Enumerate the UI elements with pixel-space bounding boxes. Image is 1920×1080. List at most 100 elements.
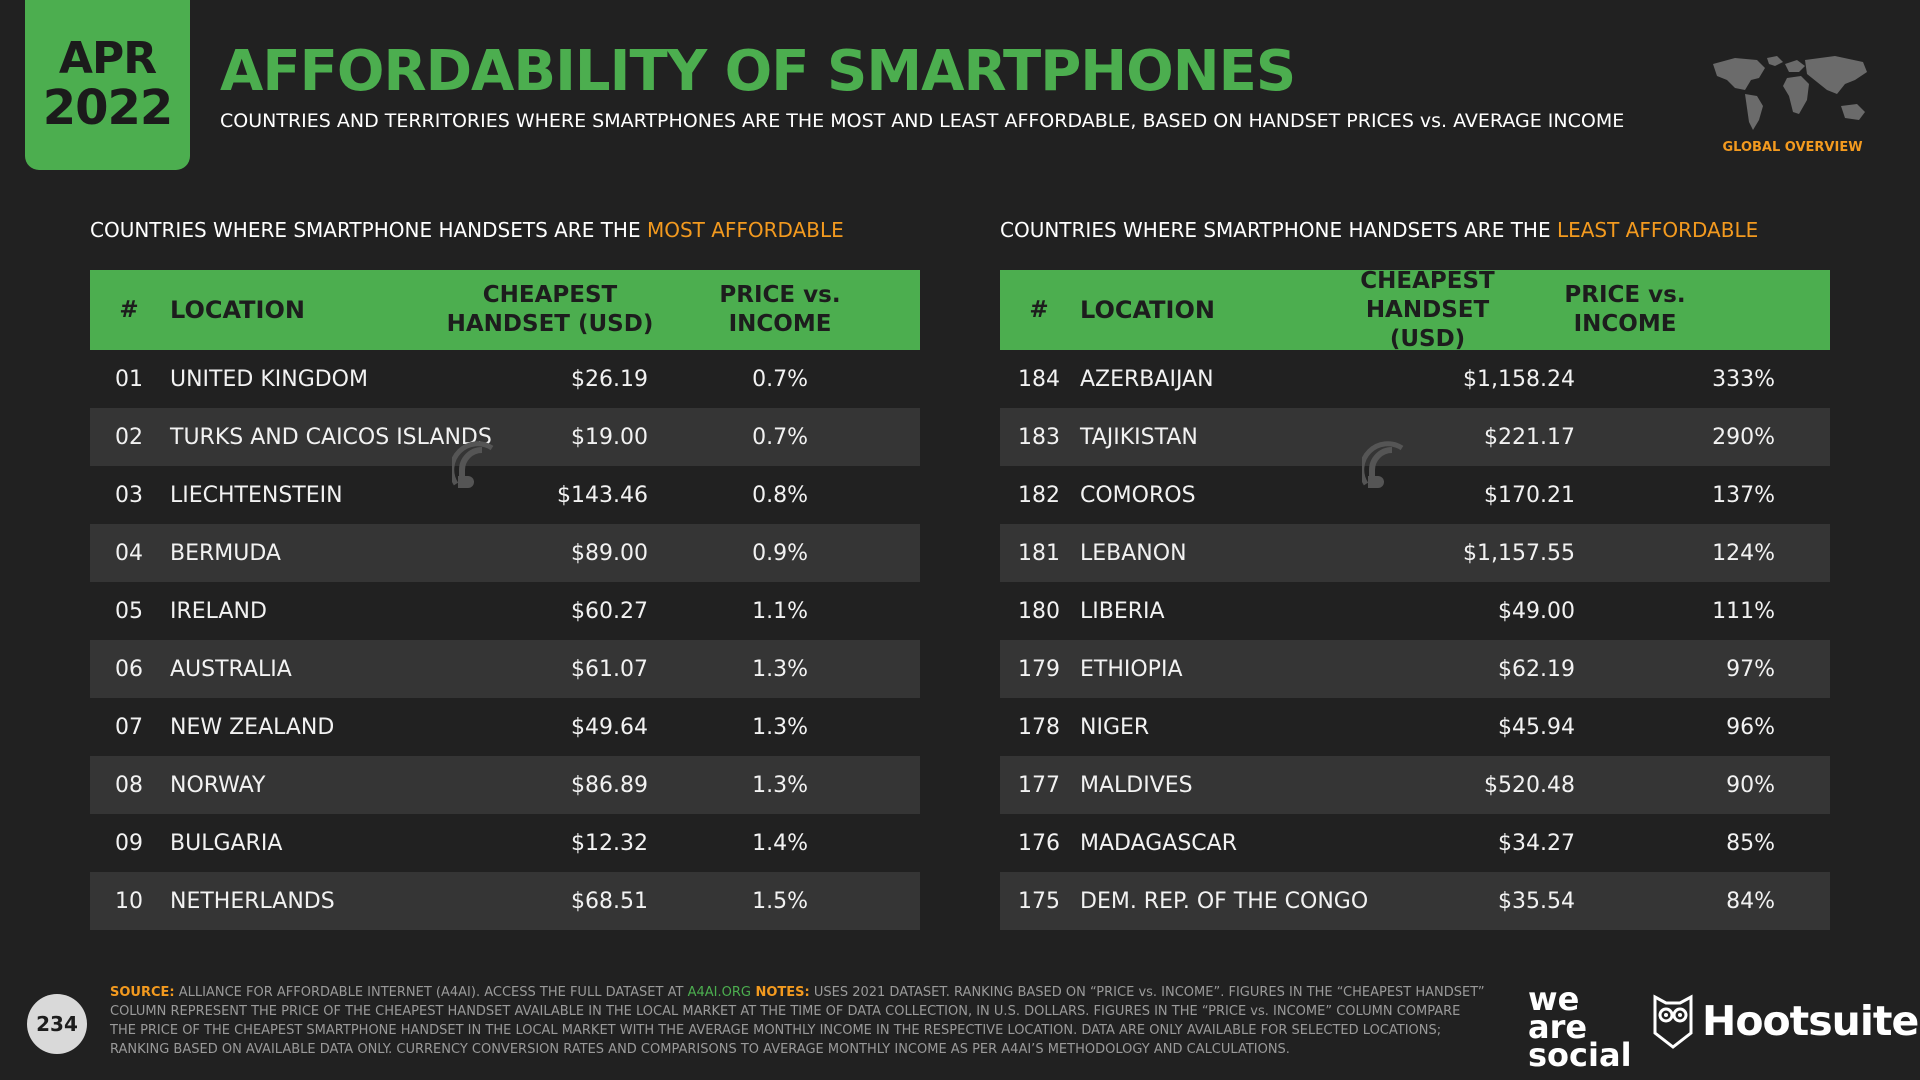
location-cell: AUSTRALIA [170,656,292,682]
column-header-price-line2: HANDSET (USD) [446,311,654,337]
location-cell: BERMUDA [170,540,281,566]
rank-cell: 182 [1018,482,1060,508]
location-cell: UNITED KINGDOM [170,366,368,392]
location-cell: ETHIOPIA [1080,656,1183,682]
global-overview-label: GLOBAL OVERVIEW [1722,140,1863,155]
price-cell: $62.19 [1498,656,1575,682]
rank-cell: 179 [1018,656,1060,682]
table-row: 08 NORWAY $86.89 1.3% [90,756,920,814]
ratio-cell: 85% [1726,830,1775,856]
ratio-cell: 1.3% [752,772,808,798]
rank-cell: 177 [1018,772,1060,798]
price-cell: $1,157.55 [1463,540,1575,566]
column-header-price: CHEAPEST HANDSET (USD) [1330,267,1525,354]
footer-notes: SOURCE: ALLIANCE FOR AFFORDABLE INTERNET… [110,983,1490,1059]
right-section-title-prefix: COUNTRIES WHERE SMARTPHONE HANDSETS ARE … [1000,218,1557,242]
table-row: 10 NETHERLANDS $68.51 1.5% [90,872,920,930]
rank-cell: 180 [1018,598,1060,624]
column-header-ratio-line2: INCOME [728,311,832,337]
rank-cell: 181 [1018,540,1060,566]
rank-cell: 06 [115,656,143,682]
table-row: 09 BULGARIA $12.32 1.4% [90,814,920,872]
ratio-cell: 1.4% [752,830,808,856]
ratio-cell: 0.7% [752,366,808,392]
we-are-social-logo: we are social [1528,980,1632,1074]
table-row: 177 MALDIVES $520.48 90% [1000,756,1830,814]
we-are-social-logo-line1: we [1528,980,1580,1018]
column-header-price-line1: CHEAPEST [482,282,618,308]
right-section-title: COUNTRIES WHERE SMARTPHONE HANDSETS ARE … [1000,218,1758,242]
price-cell: $19.00 [571,424,648,450]
ratio-cell: 96% [1726,714,1775,740]
table-row: 183 TAJIKISTAN $221.17 290% [1000,408,1830,466]
we-are-social-logo-line3: social [1528,1036,1632,1074]
table-row: 01 UNITED KINGDOM $26.19 0.7% [90,350,920,408]
datareportal-watermark-icon [452,441,494,488]
column-header-rank: # [1029,297,1049,323]
page-subtitle: COUNTRIES AND TERRITORIES WHERE SMARTPHO… [220,110,1625,132]
ratio-cell: 137% [1712,482,1775,508]
hootsuite-logo-text: Hootsuite [1702,997,1919,1045]
table-row: 07 NEW ZEALAND $49.64 1.3% [90,698,920,756]
table-row: 175 DEM. REP. OF THE CONGO $35.54 84% [1000,872,1830,930]
hootsuite-logo: Hootsuite® [1702,996,1920,1046]
location-cell: NETHERLANDS [170,888,335,914]
table-row: 06 AUSTRALIA $61.07 1.3% [90,640,920,698]
ratio-cell: 0.9% [752,540,808,566]
price-cell: $170.21 [1484,482,1575,508]
table-row: 184 AZERBAIJAN $1,158.24 333% [1000,350,1830,408]
table-row: 181 LEBANON $1,157.55 124% [1000,524,1830,582]
world-map-icon [1713,56,1867,130]
table-row: 179 ETHIOPIA $62.19 97% [1000,640,1830,698]
ratio-cell: 333% [1712,366,1775,392]
ratio-cell: 111% [1712,598,1775,624]
ratio-cell: 1.3% [752,714,808,740]
ratio-cell: 0.7% [752,424,808,450]
ratio-cell: 97% [1726,656,1775,682]
rank-cell: 183 [1018,424,1060,450]
price-cell: $520.48 [1484,772,1575,798]
price-cell: $49.00 [1498,598,1575,624]
location-cell: BULGARIA [170,830,283,856]
column-header-ratio-line1: PRICE vs. [1564,282,1686,308]
price-cell: $34.27 [1498,830,1575,856]
column-header-location: LOCATION [170,296,305,324]
price-cell: $45.94 [1498,714,1575,740]
price-cell: $89.00 [571,540,648,566]
table-header: # LOCATION CHEAPEST HANDSET (USD) PRICE … [90,270,920,350]
table-row: 04 BERMUDA $89.00 0.9% [90,524,920,582]
location-cell: LEBANON [1080,540,1187,566]
date-year: 2022 [42,80,174,136]
we-are-social-logo-line2: are [1528,1008,1588,1046]
location-cell: TAJIKISTAN [1080,424,1198,450]
rank-cell: 176 [1018,830,1060,856]
source-link[interactable]: A4AI.ORG [687,985,751,1000]
source-text: ALLIANCE FOR AFFORDABLE INTERNET (A4AI).… [174,985,688,1000]
price-cell: $12.32 [571,830,648,856]
rank-cell: 03 [115,482,143,508]
ratio-cell: 90% [1726,772,1775,798]
table-row: 178 NIGER $45.94 96% [1000,698,1830,756]
table-row: 05 IRELAND $60.27 1.1% [90,582,920,640]
table-row: 182 COMOROS $170.21 137% [1000,466,1830,524]
location-cell: MADAGASCAR [1080,830,1238,856]
price-cell: $1,158.24 [1463,366,1575,392]
price-cell: $35.54 [1498,888,1575,914]
left-section-title-prefix: COUNTRIES WHERE SMARTPHONE HANDSETS ARE … [90,218,647,242]
table-row: 02 TURKS AND CAICOS ISLANDS $19.00 0.7% [90,408,920,466]
ratio-cell: 290% [1712,424,1775,450]
rank-cell: 09 [115,830,143,856]
most-affordable-table: # LOCATION CHEAPEST HANDSET (USD) PRICE … [90,270,920,930]
left-section-title-accent: MOST AFFORDABLE [646,218,844,242]
column-header-rank: # [119,297,139,323]
column-header-location: LOCATION [1080,296,1215,324]
location-cell: NORWAY [170,772,266,798]
location-cell: DEM. REP. OF THE CONGO [1080,888,1369,914]
rank-cell: 10 [115,888,143,914]
table-header: # LOCATION CHEAPEST HANDSET (USD) PRICE … [1000,268,1830,352]
page-number: 234 [27,994,87,1054]
column-header-price-line1: CHEAPEST [1360,267,1495,294]
location-cell: LIECHTENSTEIN [170,482,343,508]
rank-cell: 04 [115,540,143,566]
hootsuite-owl-icon [1653,994,1693,1049]
